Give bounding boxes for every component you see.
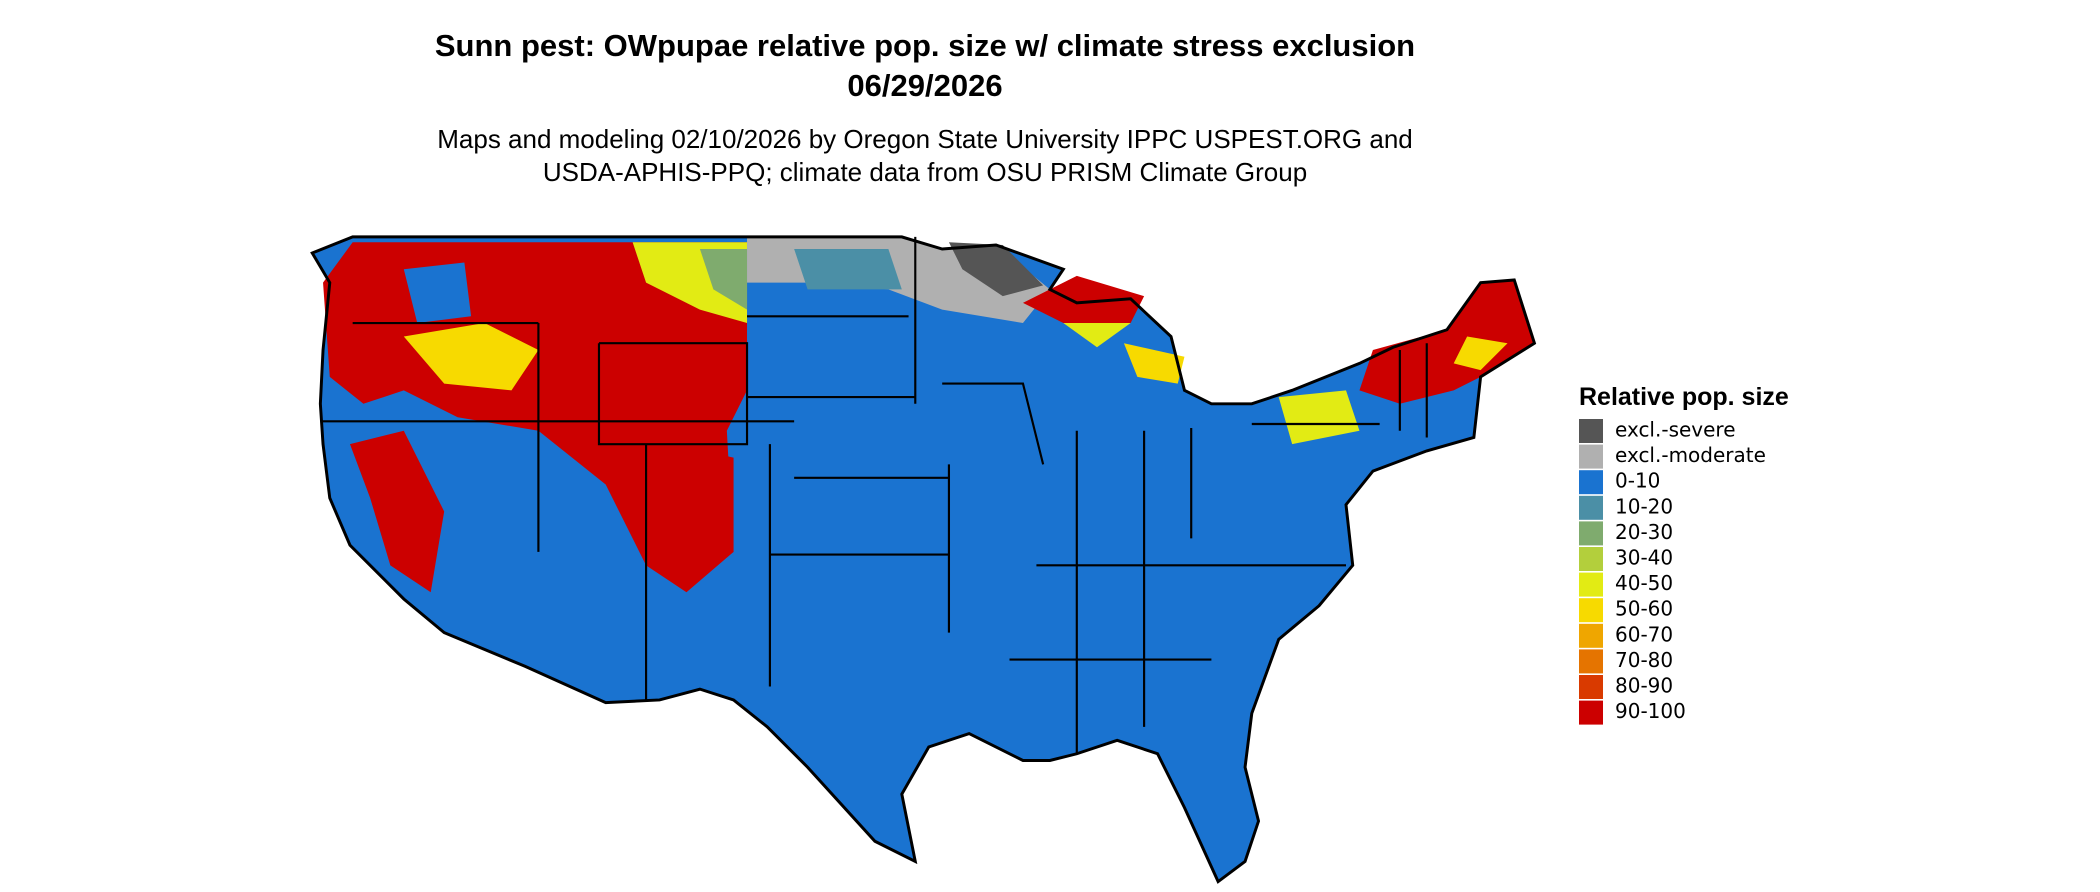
legend-swatch	[1579, 495, 1603, 520]
legend-swatch	[1579, 572, 1603, 597]
legend-label: 40-50	[1615, 571, 1673, 595]
region	[349, 430, 445, 593]
legend-label: 50-60	[1615, 597, 1673, 621]
region	[323, 242, 748, 593]
legend-swatch	[1579, 521, 1603, 546]
region	[1453, 336, 1508, 371]
region	[1359, 279, 1535, 404]
region	[403, 262, 472, 324]
legend-label: 10-20	[1615, 494, 1673, 518]
legend-label: 90-100	[1615, 699, 1686, 723]
legend-swatch	[1579, 675, 1603, 699]
region	[794, 249, 902, 290]
legend-swatch	[1579, 470, 1603, 495]
region	[403, 323, 539, 391]
region	[948, 242, 1044, 297]
legend-label: 20-30	[1615, 520, 1673, 544]
region	[1123, 343, 1185, 384]
title-date: 06/29/2026	[847, 68, 1002, 103]
legend-swatch	[1579, 649, 1603, 674]
title: Sunn pest: OWpupae relative pop. size w/…	[435, 28, 1415, 63]
legend-swatch	[1579, 547, 1603, 571]
legend-label: 30-40	[1615, 546, 1673, 570]
legend-label: 70-80	[1615, 648, 1673, 672]
state-border	[597, 342, 749, 446]
legend-swatch	[1579, 700, 1603, 725]
subtitle: USDA-APHIS-PPQ; climate data from OSU PR…	[543, 157, 1307, 187]
us-map	[310, 235, 1537, 884]
region	[1022, 275, 1145, 324]
region	[1278, 390, 1360, 445]
legend-label: excl.-severe	[1615, 418, 1736, 442]
legend-swatch	[1579, 419, 1603, 443]
legend-label: 0-10	[1615, 469, 1660, 493]
legend-label: 60-70	[1615, 622, 1673, 646]
legend-swatch	[1579, 598, 1603, 623]
legend-swatch	[1579, 444, 1603, 469]
legend-title: Relative pop. size	[1579, 383, 1789, 411]
legend: Relative pop. size excl.-severeexcl.-mod…	[1579, 383, 1789, 725]
us-border	[310, 235, 1537, 884]
legend-label: 80-90	[1615, 674, 1673, 698]
state-border	[942, 382, 1045, 465]
subtitle: Maps and modeling 02/10/2026 by Oregon S…	[437, 124, 1413, 154]
region	[1063, 323, 1131, 348]
region	[666, 444, 734, 579]
legend-label: excl.-moderate	[1615, 443, 1766, 467]
legend-swatch	[1579, 623, 1603, 648]
region	[699, 249, 748, 310]
